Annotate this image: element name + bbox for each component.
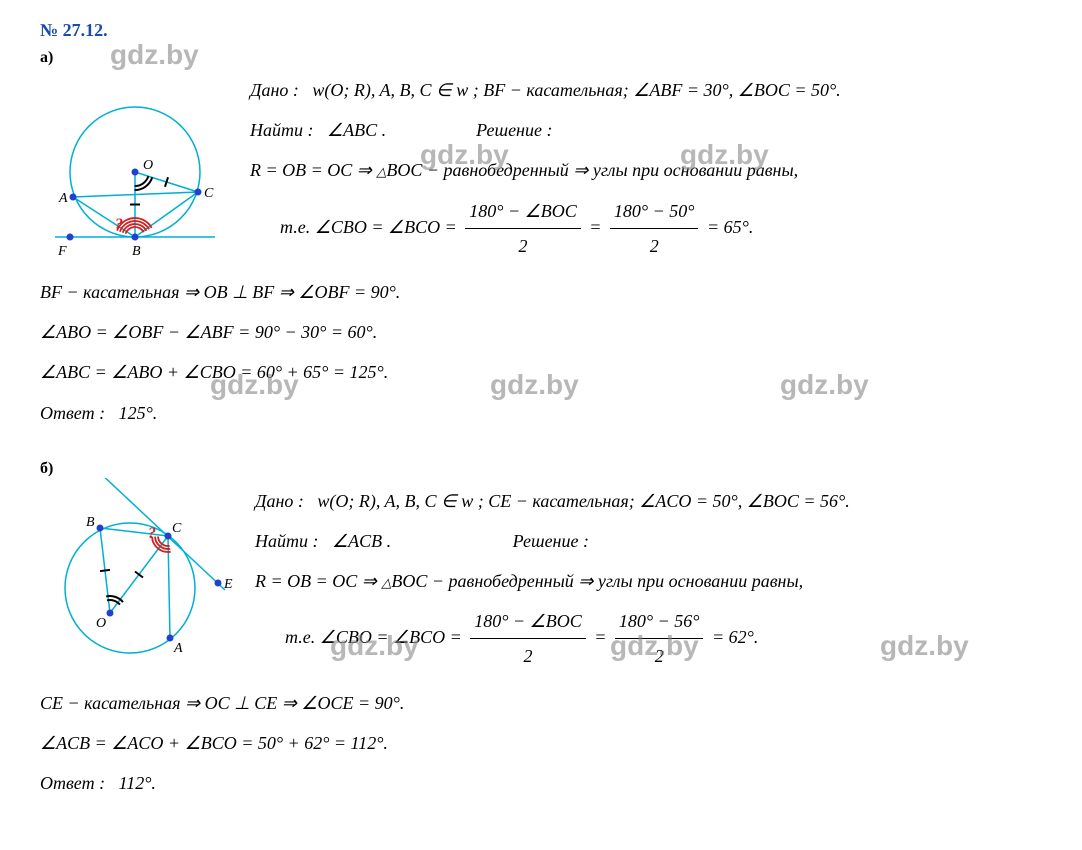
math-cont-b: CE − касательная ⇒ OC ⊥ CE ⇒ ∠OCE = 90°.… <box>40 686 1042 801</box>
find-label: Найти : <box>250 120 314 140</box>
part-a-label: а) <box>40 49 1042 67</box>
find-line: Найти : ∠ACB . Решение : <box>255 524 1042 558</box>
given-line: Дано : w(O; R), A, B, C ∈ w ; CE − касат… <box>255 484 1042 518</box>
line5: ∠ABC = ∠ABO + ∠CBO = 60° + 65° = 125°. <box>40 355 1042 389</box>
answer-value: 112°. <box>119 773 156 793</box>
math-block-a: Дано : w(O; R), A, B, C ∈ w ; BF − касат… <box>250 67 1042 269</box>
part-a-section: а) gdz.by gdz.by gdz.by gdz.by gdz.by gd… <box>40 49 1042 430</box>
answer-line: Ответ : 125°. <box>40 396 1042 430</box>
svg-text:E: E <box>223 577 233 592</box>
diagram-a: ? O A B C F <box>40 67 230 267</box>
svg-text:O: O <box>143 158 153 173</box>
line3: BF − касательная ⇒ OB ⊥ BF ⇒ ∠OBF = 90°. <box>40 275 1042 309</box>
line1: R = OB = OC ⇒ △BOC − равнобедренный ⇒ уг… <box>250 153 1042 187</box>
solution-label: Решение : <box>476 120 552 140</box>
answer-value: 125°. <box>119 403 158 423</box>
frac2: 180° − 50°2 <box>610 194 699 263</box>
svg-text:?: ? <box>115 216 123 233</box>
given-text: w(O; R), A, B, C ∈ w ; BF − касательная;… <box>312 80 840 100</box>
line2: т.е. ∠CBO = ∠BCO = 180° − ∠BOC2 = 180° −… <box>280 194 1042 263</box>
svg-text:C: C <box>172 521 182 536</box>
frac2: 180° − 56°2 <box>615 604 704 673</box>
part-b-label: б) <box>40 460 1042 478</box>
line4: ∠ACB = ∠ACO + ∠BCO = 50° + 62° = 112°. <box>40 726 1042 760</box>
find-text: ∠ACB . <box>332 531 391 551</box>
svg-text:F: F <box>57 244 67 259</box>
svg-text:A: A <box>173 641 183 656</box>
find-text: ∠ABC . <box>327 120 386 140</box>
problem-number: № 27.12. <box>40 20 1042 41</box>
answer-line: Ответ : 112°. <box>40 766 1042 800</box>
line3: CE − касательная ⇒ OC ⊥ CE ⇒ ∠OCE = 90°. <box>40 686 1042 720</box>
svg-text:O: O <box>96 616 106 631</box>
frac1: 180° − ∠BOC2 <box>470 604 585 673</box>
svg-text:B: B <box>132 244 141 259</box>
answer-label: Ответ : <box>40 403 105 423</box>
svg-text:B: B <box>86 515 95 530</box>
answer-label: Ответ : <box>40 773 105 793</box>
solution-label: Решение : <box>513 531 589 551</box>
given-text: w(O; R), A, B, C ∈ w ; CE − касательная;… <box>317 491 849 511</box>
line4: ∠ABO = ∠OBF − ∠ABF = 90° − 30° = 60°. <box>40 315 1042 349</box>
part-b-section: б) gdz.by gdz.by gdz.by ?OBCAE Дано : w(… <box>40 460 1042 801</box>
given-label: Дано : <box>250 80 299 100</box>
given-label: Дано : <box>255 491 304 511</box>
line1: R = OB = OC ⇒ △BOC − равнобедренный ⇒ уг… <box>255 564 1042 598</box>
given-line: Дано : w(O; R), A, B, C ∈ w ; BF − касат… <box>250 73 1042 107</box>
line2: т.е. ∠CBO = ∠BCO = 180° − ∠BOC2 = 180° −… <box>285 604 1042 673</box>
math-cont-a: BF − касательная ⇒ OB ⊥ BF ⇒ ∠OBF = 90°.… <box>40 275 1042 430</box>
svg-text:A: A <box>58 191 68 206</box>
find-line: Найти : ∠ABC . Решение : <box>250 113 1042 147</box>
svg-text:?: ? <box>148 525 156 542</box>
diagram-b: ? O B C A E <box>40 478 235 673</box>
find-label: Найти : <box>255 531 319 551</box>
svg-text:C: C <box>204 186 214 201</box>
frac1: 180° − ∠BOC2 <box>465 194 580 263</box>
math-block-b: Дано : w(O; R), A, B, C ∈ w ; CE − касат… <box>255 478 1042 680</box>
